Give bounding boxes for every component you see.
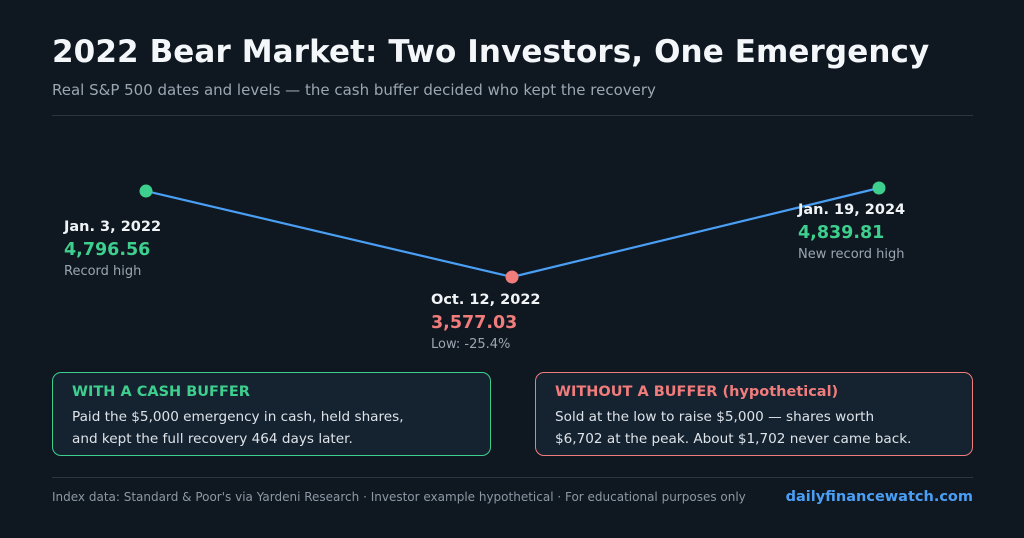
point-note: New record high <box>798 247 905 262</box>
footer-note: Index data: Standard & Poor's via Yarden… <box>52 490 746 504</box>
card-title: WITH A CASH BUFFER <box>72 384 250 400</box>
footer-divider <box>52 477 973 478</box>
card-line: Paid the $5,000 emergency in cash, held … <box>72 409 404 425</box>
point-label-2: Jan. 19, 2024 4,839.81 New record high <box>798 202 905 262</box>
data-point <box>505 270 519 284</box>
data-label: 4,796.56 <box>64 240 151 260</box>
page-subtitle: Real S&P 500 dates and levels — the cash… <box>52 81 656 99</box>
card-title: WITHOUT A BUFFER (hypothetical) <box>555 384 839 400</box>
page-title: 2022 Bear Market: Two Investors, One Eme… <box>52 34 930 70</box>
x-tick-label: Oct. 12, 2022 <box>431 292 541 308</box>
point-label-0: Jan. 3, 2022 4,796.56 Record high <box>64 219 161 279</box>
x-tick-label: Jan. 19, 2024 <box>798 202 906 218</box>
card-line: and kept the full recovery 464 days late… <box>72 431 353 447</box>
data-point <box>139 184 153 198</box>
header-divider <box>52 115 973 116</box>
point-label-1: Oct. 12, 2022 3,577.03 Low: -25.4% <box>431 292 541 352</box>
no-buffer-card: WITHOUT A BUFFER (hypothetical) Sold at … <box>535 372 973 456</box>
x-tick-label: Jan. 3, 2022 <box>64 219 162 235</box>
data-label: 4,839.81 <box>798 223 885 243</box>
point-note: Record high <box>64 264 142 279</box>
series-line <box>145 186 880 279</box>
brand-link[interactable]: dailyfinancewatch.com <box>785 489 973 505</box>
card-body: Paid the $5,000 emergency in cash, held … <box>72 406 472 450</box>
point-note: Low: -25.4% <box>431 337 511 352</box>
cash-buffer-card: WITH A CASH BUFFER Paid the $5,000 emerg… <box>52 372 491 456</box>
card-body: Sold at the low to raise $5,000 — shares… <box>555 406 954 450</box>
data-label: 3,577.03 <box>431 313 518 333</box>
card-line: Sold at the low to raise $5,000 — shares… <box>555 409 875 425</box>
card-line: $6,702 at the peak. About $1,702 never c… <box>555 431 912 447</box>
data-point <box>872 181 886 195</box>
line-chart <box>139 181 886 284</box>
